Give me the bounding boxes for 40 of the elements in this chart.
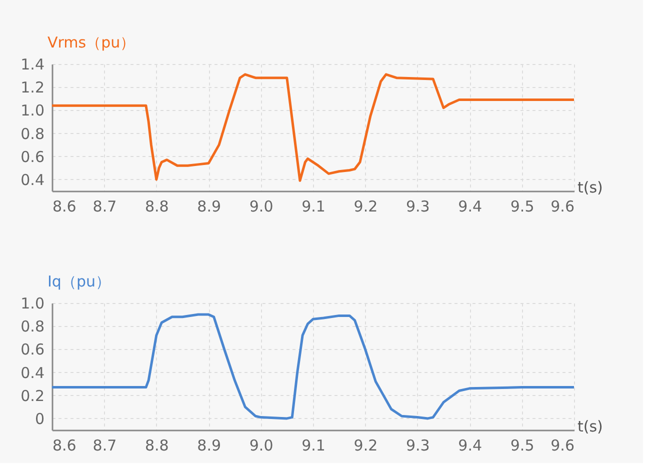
x-tick-label: 9.3 [406, 436, 430, 454]
y-tick-label: 0.4 [20, 170, 44, 189]
x-axis-title: t(s) [578, 418, 603, 436]
x-tick-label: 9.1 [302, 436, 326, 454]
x-tick-label: 8.8 [144, 436, 169, 454]
x-tick-label: 9.2 [354, 198, 378, 216]
x-tick-label: 8.7 [92, 198, 117, 216]
x-tick-label: 9.4 [458, 198, 482, 216]
y-tick-label: 0.2 [20, 386, 44, 405]
x-tick-label: 8.6 [52, 436, 76, 454]
x-tick-label: 9.5 [510, 436, 534, 454]
x-tick-label: 8.6 [52, 198, 76, 216]
x-tick-label: 8.9 [197, 436, 222, 454]
x-tick-label: 9.1 [302, 198, 326, 216]
y-axis-title: Vrms（pu） [48, 34, 136, 52]
y-tick-label: 0.8 [20, 124, 44, 143]
y-tick-label: 1.2 [20, 78, 44, 97]
y-tick-label: 0.4 [20, 364, 44, 382]
y-tick-label: 0.6 [20, 148, 44, 166]
y-tick-label: 1.0 [20, 294, 44, 312]
x-tick-label: 9.6 [550, 436, 574, 454]
x-tick-label: 9.4 [458, 436, 482, 454]
y-tick-label: 0.8 [20, 318, 44, 336]
x-tick-label: 8.8 [144, 198, 169, 216]
line-series [52, 73, 574, 182]
x-tick-label: 9.3 [406, 198, 430, 216]
line-series [52, 313, 574, 420]
x-tick-label: 9.0 [249, 198, 274, 216]
x-tick-label: 9.5 [510, 198, 534, 216]
y-tick-label: 1.4 [20, 56, 44, 74]
y-tick-label: 0.6 [20, 340, 44, 359]
y-tick-label: 1.0 [20, 102, 44, 120]
y-axis-title: Iq（pu） [48, 272, 110, 290]
y-tick-label: 0 [34, 410, 44, 428]
x-tick-label: 9.0 [249, 436, 274, 454]
x-tick-label: 9.2 [354, 436, 378, 454]
x-tick-label: 8.7 [92, 436, 117, 454]
x-tick-label: 8.9 [197, 198, 222, 216]
x-axis-title: t(s) [578, 178, 603, 196]
x-tick-label: 9.6 [550, 198, 574, 216]
